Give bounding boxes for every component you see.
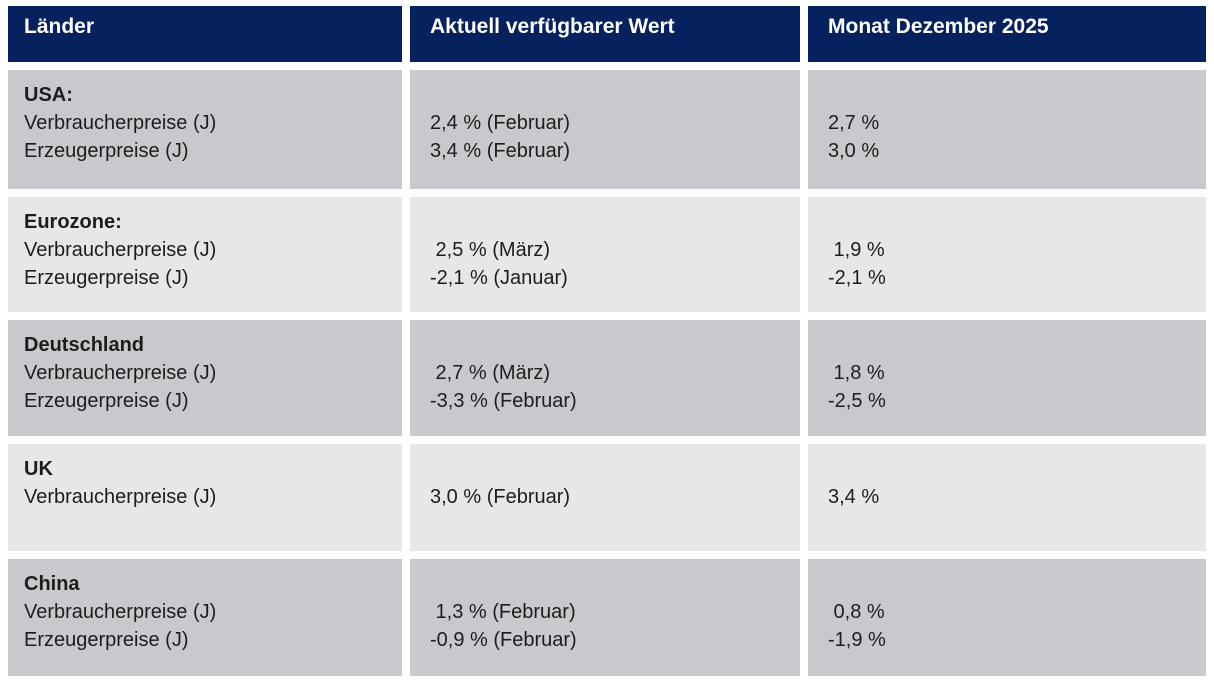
deutschland-label-cell: Deutschland Verbraucherpreise (J) Erzeug…	[8, 320, 402, 436]
china-december-cell: 0,8 % -1,9 %	[808, 559, 1206, 676]
china-current-cell: 1,3 % (Februar) -0,9 % (Februar)	[410, 559, 800, 676]
usa-label-cell: USA: Verbraucherpreise (J) Erzeugerpreis…	[8, 70, 402, 189]
country-name: Deutschland	[24, 334, 145, 356]
indicator-label: Verbraucherpreise (J)	[24, 112, 217, 134]
indicator-label: Erzeugerpreise (J)	[24, 629, 189, 651]
country-name: USA:	[24, 84, 73, 106]
inflation-table: Länder Aktuell verfügbarer Wert Monat De…	[8, 6, 1206, 676]
column-header-label: Aktuell verfügbarer Wert	[430, 15, 675, 38]
eurozone-december-cell: 1,9 % -2,1 %	[808, 197, 1206, 312]
spacer-line	[828, 81, 1198, 109]
current-value: 3,0 % (Februar)	[430, 486, 571, 508]
spacer-line	[828, 208, 1198, 236]
spacer-line	[828, 331, 1198, 359]
indicator-label: Verbraucherpreise (J)	[24, 601, 217, 623]
spacer-line	[828, 455, 1198, 483]
december-value: 3,4 %	[828, 486, 880, 508]
indicator-label: Erzeugerpreise (J)	[24, 140, 189, 162]
spacer-line	[430, 570, 792, 598]
indicator-label: Verbraucherpreise (J)	[24, 362, 217, 384]
column-header-label: Länder	[24, 15, 95, 38]
current-value: 2,4 % (Februar)	[430, 112, 571, 134]
current-value: 3,4 % (Februar)	[430, 140, 571, 162]
current-value: 1,3 % (Februar)	[430, 601, 576, 623]
spacer-line	[430, 331, 792, 359]
december-value: 0,8 %	[828, 601, 885, 623]
spacer-line	[430, 455, 792, 483]
column-header-label: Monat Dezember 2025	[828, 15, 1049, 38]
deutschland-current-cell: 2,7 % (März) -3,3 % (Februar)	[410, 320, 800, 436]
uk-december-cell: 3,4 %	[808, 444, 1206, 551]
december-value: 1,9 %	[828, 239, 885, 261]
december-value: 3,0 %	[828, 140, 880, 162]
current-value: -2,1 % (Januar)	[430, 267, 568, 289]
uk-label-cell: UK Verbraucherpreise (J)	[8, 444, 402, 551]
current-value: -3,3 % (Februar)	[430, 390, 577, 412]
indicator-label: Verbraucherpreise (J)	[24, 239, 217, 261]
china-label-cell: China Verbraucherpreise (J) Erzeugerprei…	[8, 559, 402, 676]
eurozone-label-cell: Eurozone: Verbraucherpreise (J) Erzeuger…	[8, 197, 402, 312]
usa-december-cell: 2,7 % 3,0 %	[808, 70, 1206, 189]
indicator-label: Erzeugerpreise (J)	[24, 267, 189, 289]
spacer-line	[430, 208, 792, 236]
eurozone-current-cell: 2,5 % (März) -2,1 % (Januar)	[410, 197, 800, 312]
usa-current-cell: 2,4 % (Februar) 3,4 % (Februar)	[410, 70, 800, 189]
spacer-line	[828, 570, 1198, 598]
column-header-monat-dezember: Monat Dezember 2025	[808, 6, 1206, 62]
indicator-label: Verbraucherpreise (J)	[24, 486, 217, 508]
column-header-laender: Länder	[8, 6, 402, 62]
current-value: 2,7 % (März)	[430, 362, 551, 384]
december-value: -1,9 %	[828, 629, 886, 651]
uk-current-cell: 3,0 % (Februar)	[410, 444, 800, 551]
deutschland-december-cell: 1,8 % -2,5 %	[808, 320, 1206, 436]
country-name: Eurozone:	[24, 211, 122, 233]
country-name: UK	[24, 458, 53, 480]
current-value: 2,5 % (März)	[430, 239, 551, 261]
spacer-line	[430, 81, 792, 109]
december-value: 2,7 %	[828, 112, 880, 134]
column-header-aktueller-wert: Aktuell verfügbarer Wert	[410, 6, 800, 62]
december-value: -2,1 %	[828, 267, 886, 289]
current-value: -0,9 % (Februar)	[430, 629, 577, 651]
december-value: -2,5 %	[828, 390, 886, 412]
december-value: 1,8 %	[828, 362, 885, 384]
indicator-label: Erzeugerpreise (J)	[24, 390, 189, 412]
country-name: China	[24, 573, 80, 595]
